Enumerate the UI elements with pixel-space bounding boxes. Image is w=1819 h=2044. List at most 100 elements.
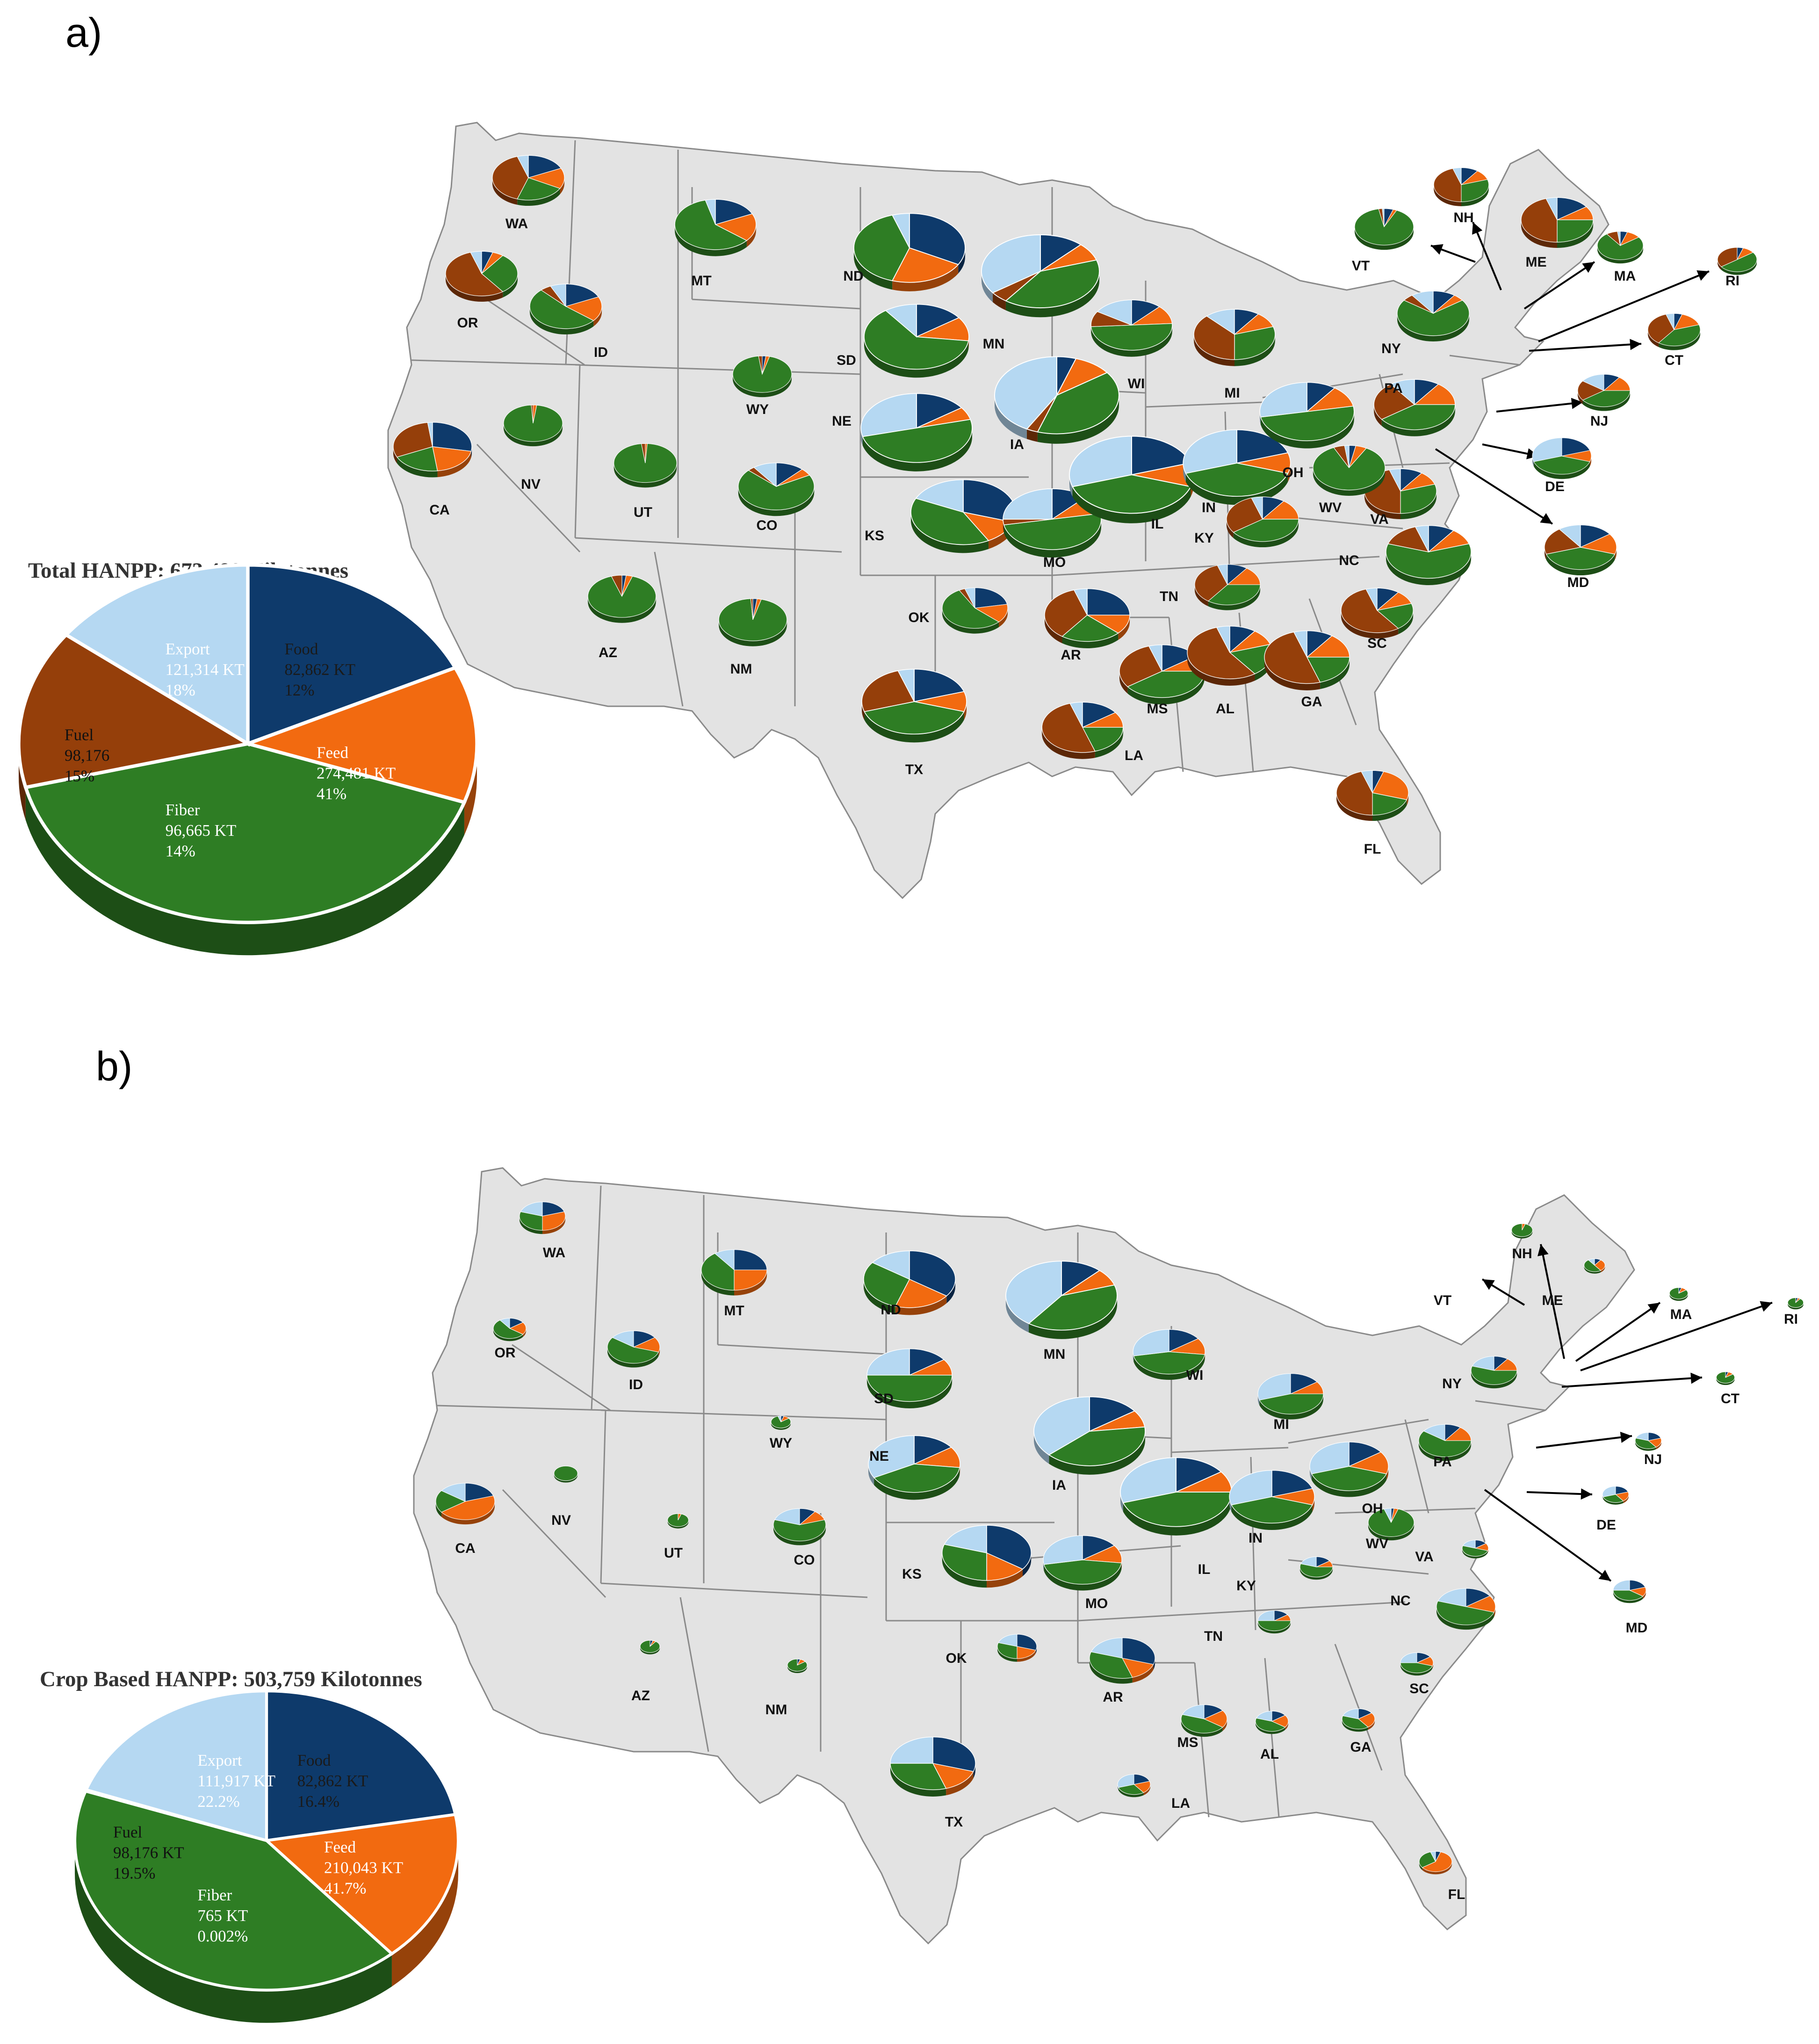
state-pie-ct	[1647, 313, 1701, 350]
pie-side-feed	[1320, 657, 1350, 689]
pie-side-fiber	[1648, 330, 1659, 348]
state-pie-mi	[1193, 309, 1276, 366]
pie-slice-fuel	[1257, 1610, 1275, 1621]
pie-slice-food	[1130, 306, 1173, 326]
pie-slice-fuel	[1665, 313, 1675, 330]
state-border	[1288, 1419, 1429, 1444]
leader-arrow-line	[1472, 222, 1502, 290]
leader-arrow-line	[1529, 343, 1642, 352]
pie-side-food	[734, 1270, 767, 1296]
pie-slice-food	[1580, 534, 1617, 555]
pie-slice-fuel	[1117, 1774, 1134, 1788]
state-label-ga: GA	[1301, 694, 1322, 710]
pie-side-feed	[1398, 610, 1413, 634]
summary-label-export: Export 121,314 KT 18%	[166, 640, 245, 699]
pie-slice-food	[1082, 1545, 1122, 1564]
pie-slice-fuel	[753, 463, 777, 487]
pie-slice-food	[1203, 1710, 1227, 1728]
leader-arrow-line	[1580, 1302, 1773, 1371]
pie-side-feed	[997, 1646, 1017, 1662]
state-pies-panel-a: WA OR MT ID WY NV UT CA CO AZ NM ND SD NE KS OK TX MN IA MO…	[393, 155, 1757, 857]
state-label-ca: CA	[455, 1541, 475, 1556]
state-border	[591, 1185, 602, 1411]
state-pie-sd	[866, 1348, 953, 1408]
pie-slice-fuel	[1462, 1540, 1476, 1549]
pie-slice-food	[1133, 1781, 1151, 1793]
pie-slice-fuel	[1635, 1432, 1649, 1441]
state-label-ma: MA	[1614, 268, 1636, 284]
leader-arrow-line	[1561, 1377, 1703, 1388]
pie-slice-fuel	[964, 587, 975, 609]
pie-side-export	[973, 1763, 975, 1778]
pie-side-fiber	[1545, 547, 1546, 560]
pie-slice-fiber	[1336, 771, 1373, 816]
state-pie-la	[1042, 702, 1124, 759]
pie-side-feed	[1312, 1474, 1386, 1497]
state-pie-wi	[1090, 299, 1173, 357]
pie-side-feed	[25, 787, 464, 956]
state-label-ne: NE	[869, 1449, 889, 1464]
pie-side-feed	[1029, 1296, 1117, 1339]
pie-slice-fuel	[915, 479, 964, 513]
summary-label-feed: Feed 210,043 KT 41.7%	[324, 1838, 403, 1898]
state-label-mt: MT	[724, 1303, 744, 1319]
state-border	[1449, 355, 1520, 366]
summary-label-line: 82,862 KT	[284, 660, 355, 679]
pie-slice-food	[1372, 771, 1409, 800]
pie-slice-feed	[493, 1319, 524, 1339]
pie-slice-fuel	[1133, 1329, 1169, 1356]
pie-side-food	[1656, 1441, 1661, 1450]
pie-slice-feed	[1400, 1662, 1433, 1674]
pie-side-feed	[1372, 799, 1407, 821]
summary-label-export: Export 111,917 KT 22.2%	[197, 1751, 275, 1811]
state-pie-fl	[1419, 1851, 1452, 1875]
pie-slice-fuel	[890, 1736, 933, 1764]
state-pie-ma	[1669, 1287, 1689, 1301]
state-label-ks: KS	[902, 1566, 922, 1582]
pie-slice-export	[974, 587, 1008, 609]
pie-slice-feed	[1299, 1563, 1333, 1578]
pie-slice-fuel	[1148, 644, 1162, 672]
pie-side-food	[1386, 1466, 1388, 1480]
pie-side-feed	[1044, 1563, 1122, 1591]
pie-side-food	[542, 1216, 565, 1234]
pie-slice-feed	[1461, 179, 1489, 202]
state-pie-ut	[667, 1513, 689, 1529]
leader-arrowhead	[1581, 1488, 1592, 1500]
pie-slice-fuel	[891, 213, 910, 248]
pie-slice-food	[986, 1552, 1024, 1581]
state-border	[476, 443, 581, 553]
summary-label-line: 41%	[317, 785, 346, 803]
pie-side-fiber	[1718, 260, 1722, 270]
leader-arrowhead	[1582, 262, 1595, 273]
pie-side-fuel	[1183, 463, 1186, 482]
pie-slice-food	[1594, 1260, 1605, 1271]
summary-label-line: Feed	[324, 1838, 356, 1856]
state-pie-ok	[997, 1634, 1037, 1662]
pie-slice-feed	[529, 290, 594, 329]
pie-slice-feed	[1005, 259, 1100, 309]
pie-slice-feed	[1028, 1284, 1118, 1331]
pie-slice-fuel	[1361, 770, 1373, 793]
pie-slice-fuel	[1073, 588, 1088, 616]
state-label-ne: NE	[832, 413, 852, 429]
pie-side-feed	[1095, 727, 1123, 758]
summary-label-line: Export	[166, 640, 210, 658]
state-label-nv: NV	[521, 477, 541, 492]
pie-slice-feed	[396, 446, 438, 471]
pie-slice-fuel	[866, 1348, 910, 1376]
state-label-fl: FL	[1448, 1887, 1465, 1902]
pie-slice-fiber	[750, 598, 753, 620]
state-label-ny: NY	[1442, 1376, 1462, 1392]
pie-side-feed	[738, 486, 815, 516]
pie-slice-fuel	[1097, 299, 1132, 326]
pie-side-feed	[862, 428, 972, 471]
pie-side-feed	[1461, 185, 1489, 206]
pie-slice-food	[1227, 568, 1261, 585]
pie-side-fiber	[19, 744, 26, 820]
state-label-nd: ND	[881, 1302, 901, 1318]
pie-slice-food	[1055, 358, 1108, 397]
pie-slice-fuel	[1582, 374, 1604, 391]
pie-side-feed	[1400, 491, 1436, 520]
